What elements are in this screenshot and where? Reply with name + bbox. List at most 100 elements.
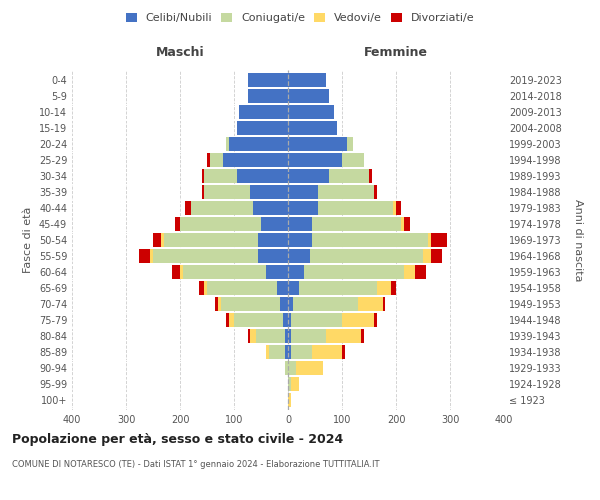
Bar xyxy=(415,265,426,279)
Bar xyxy=(221,297,280,311)
Bar xyxy=(342,345,344,360)
Bar xyxy=(207,281,277,295)
Bar xyxy=(288,361,296,376)
Bar xyxy=(210,153,223,167)
Bar xyxy=(288,88,329,102)
Bar xyxy=(204,185,250,199)
Bar xyxy=(391,281,396,295)
Y-axis label: Anni di nascita: Anni di nascita xyxy=(572,198,583,281)
Bar xyxy=(164,233,259,247)
Bar xyxy=(288,394,290,407)
Bar xyxy=(288,313,290,327)
Bar xyxy=(369,169,372,183)
Bar xyxy=(266,265,288,279)
Bar xyxy=(259,233,288,247)
Bar xyxy=(229,136,288,151)
Bar xyxy=(215,297,218,311)
Bar xyxy=(290,378,299,392)
Bar xyxy=(288,233,313,247)
Bar xyxy=(404,217,409,231)
Bar xyxy=(394,201,396,215)
Bar xyxy=(404,265,415,279)
Bar xyxy=(236,169,288,183)
Bar xyxy=(261,217,288,231)
Bar xyxy=(288,169,329,183)
Bar xyxy=(180,217,261,231)
Bar xyxy=(288,265,304,279)
Bar xyxy=(288,153,342,167)
Bar xyxy=(250,329,256,344)
Bar xyxy=(326,329,361,344)
Bar xyxy=(374,185,377,199)
Bar xyxy=(153,249,259,263)
Bar xyxy=(185,201,191,215)
Bar xyxy=(288,72,326,86)
Bar xyxy=(248,88,288,102)
Bar xyxy=(288,120,337,135)
Bar xyxy=(175,217,180,231)
Bar xyxy=(304,265,404,279)
Bar xyxy=(310,249,423,263)
Bar xyxy=(313,345,342,360)
Bar xyxy=(288,345,290,360)
Bar xyxy=(250,185,288,199)
Bar xyxy=(288,217,313,231)
Bar xyxy=(226,313,229,327)
Bar xyxy=(266,345,269,360)
Bar xyxy=(204,169,236,183)
Bar xyxy=(288,329,290,344)
Bar xyxy=(358,297,383,311)
Bar xyxy=(180,265,182,279)
Bar xyxy=(290,313,342,327)
Bar xyxy=(286,345,288,360)
Text: Popolazione per età, sesso e stato civile - 2024: Popolazione per età, sesso e stato civil… xyxy=(12,432,343,446)
Bar xyxy=(202,185,204,199)
Bar xyxy=(248,329,250,344)
Bar xyxy=(288,297,293,311)
Bar xyxy=(191,201,253,215)
Bar xyxy=(288,201,318,215)
Bar xyxy=(396,201,401,215)
Bar xyxy=(286,329,288,344)
Bar xyxy=(182,265,266,279)
Bar xyxy=(207,153,210,167)
Bar xyxy=(253,201,288,215)
Bar xyxy=(269,345,286,360)
Bar xyxy=(234,313,283,327)
Bar xyxy=(290,345,313,360)
Bar xyxy=(288,136,347,151)
Bar xyxy=(290,329,326,344)
Bar xyxy=(342,153,364,167)
Bar xyxy=(283,313,288,327)
Text: Maschi: Maschi xyxy=(155,46,205,59)
Bar xyxy=(288,104,334,119)
Bar xyxy=(431,249,442,263)
Bar xyxy=(299,281,377,295)
Bar xyxy=(377,281,391,295)
Bar xyxy=(248,72,288,86)
Bar xyxy=(288,378,290,392)
Bar xyxy=(342,313,374,327)
Bar xyxy=(139,249,150,263)
Bar xyxy=(313,233,428,247)
Bar xyxy=(428,233,431,247)
Bar xyxy=(288,281,299,295)
Text: Femmine: Femmine xyxy=(364,46,428,59)
Y-axis label: Fasce di età: Fasce di età xyxy=(23,207,33,273)
Bar xyxy=(296,361,323,376)
Bar xyxy=(161,233,164,247)
Bar xyxy=(229,313,234,327)
Bar xyxy=(280,297,288,311)
Bar xyxy=(204,281,207,295)
Bar xyxy=(286,361,288,376)
Bar xyxy=(374,313,377,327)
Bar xyxy=(259,249,288,263)
Bar xyxy=(236,120,288,135)
Bar xyxy=(239,104,288,119)
Bar xyxy=(153,233,161,247)
Bar xyxy=(172,265,180,279)
Bar xyxy=(288,185,318,199)
Bar xyxy=(347,136,353,151)
Bar xyxy=(288,249,310,263)
Bar xyxy=(318,201,394,215)
